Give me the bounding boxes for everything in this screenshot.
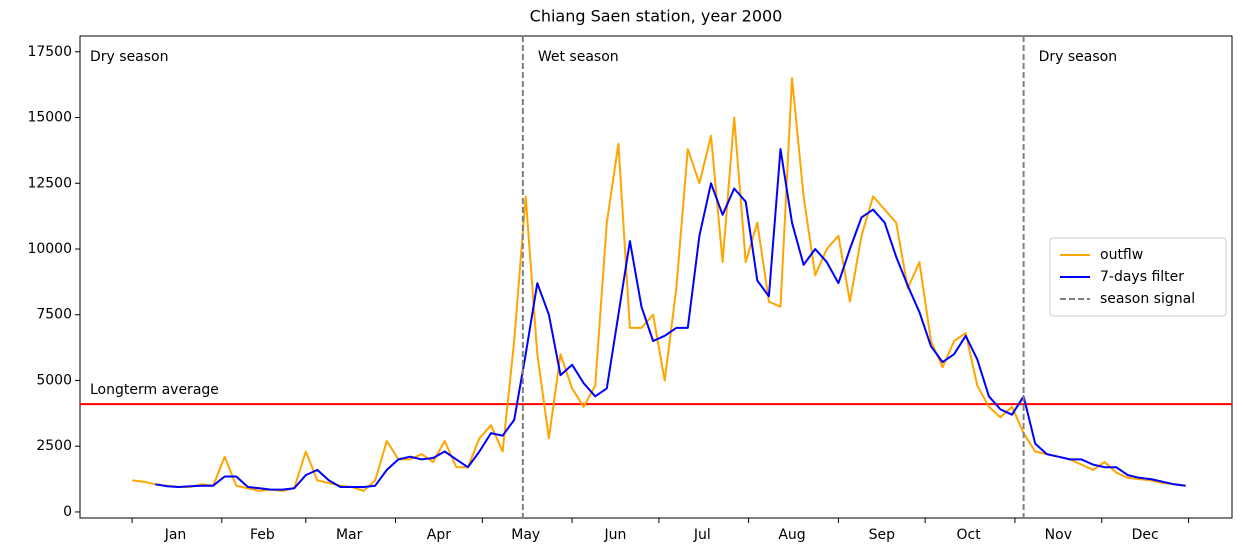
x-tick-label: Oct (956, 527, 981, 543)
y-tick-label: 10000 (27, 241, 72, 257)
y-tick-label: 17500 (27, 44, 72, 60)
y-tick-label: 5000 (36, 372, 72, 388)
x-tick-label: Sep (869, 527, 896, 543)
x-tick-label: Jun (604, 527, 627, 543)
x-tick-label: Jan (164, 527, 187, 543)
y-tick-label: 7500 (36, 307, 72, 323)
legend: outflw 7-days filter season signal (1049, 237, 1227, 317)
y-tick-label: 15000 (27, 110, 72, 126)
x-tick-label: May (511, 527, 540, 543)
season-label: Dry season (1039, 49, 1118, 65)
season-label: Dry season (90, 49, 169, 65)
y-tick-label: 0 (63, 504, 72, 520)
legend-box (1049, 237, 1227, 317)
x-tick-label: Jul (693, 527, 711, 543)
plot-frame (79, 35, 1233, 519)
legend-label: season signal (1100, 291, 1195, 307)
data-line (131, 77, 1186, 492)
chart-title: Chiang Saen station, year 2000 (530, 7, 783, 26)
y-tick-label: 12500 (27, 175, 72, 191)
legend-label: 7-days filter (1100, 269, 1184, 285)
y-tick-label: 2500 (36, 438, 72, 454)
x-tick-label: Nov (1045, 527, 1072, 543)
x-tick-label: Apr (427, 527, 451, 543)
x-tick-label: Mar (336, 527, 363, 543)
data-line (155, 148, 1186, 491)
x-tick-label: Aug (778, 527, 805, 543)
x-tick-label: Feb (250, 527, 275, 543)
season-label: Wet season (538, 49, 619, 65)
x-tick-label: Dec (1132, 527, 1159, 543)
legend-label: outflw (1100, 247, 1143, 263)
average-label: Longterm average (90, 382, 219, 398)
